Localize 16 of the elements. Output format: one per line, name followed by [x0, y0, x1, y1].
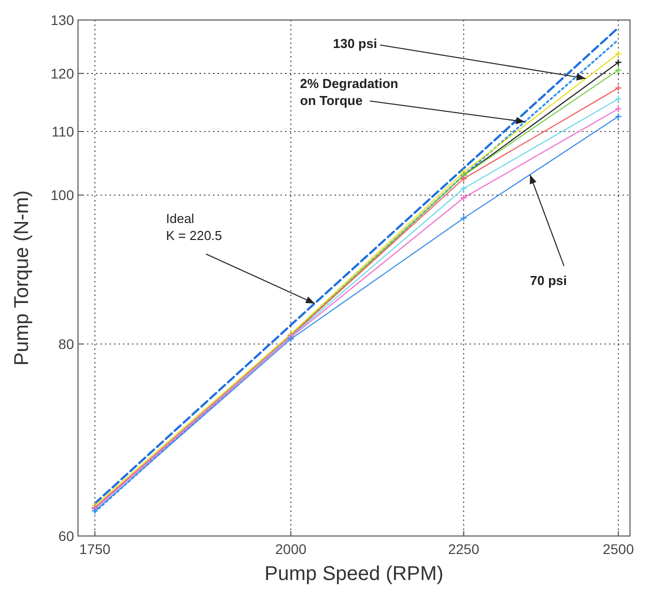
x-tick-label: 2250: [448, 541, 480, 557]
y-tick-label: 110: [52, 123, 74, 140]
y-tick-label: 80: [58, 336, 74, 352]
x-tick-label: 1750: [79, 541, 111, 557]
y-tick-label: 60: [58, 528, 74, 544]
annotation: 130 psi: [333, 36, 378, 51]
x-tick-label: 2500: [602, 541, 634, 557]
x-tick-label: 2000: [275, 541, 307, 557]
y-tick-label: 130: [50, 12, 74, 28]
y-tick-label: 120: [50, 65, 74, 82]
y-tick-label: 100: [50, 187, 74, 204]
annotation: Ideal K = 220.5: [166, 211, 222, 243]
annotation: 70 psi: [530, 273, 567, 288]
x-axis-title: Pump Speed (RPM): [264, 563, 444, 585]
annotation: 2% Degradation on Torque: [300, 76, 398, 108]
y-axis-title: Pump Torque (N-m): [11, 190, 33, 366]
